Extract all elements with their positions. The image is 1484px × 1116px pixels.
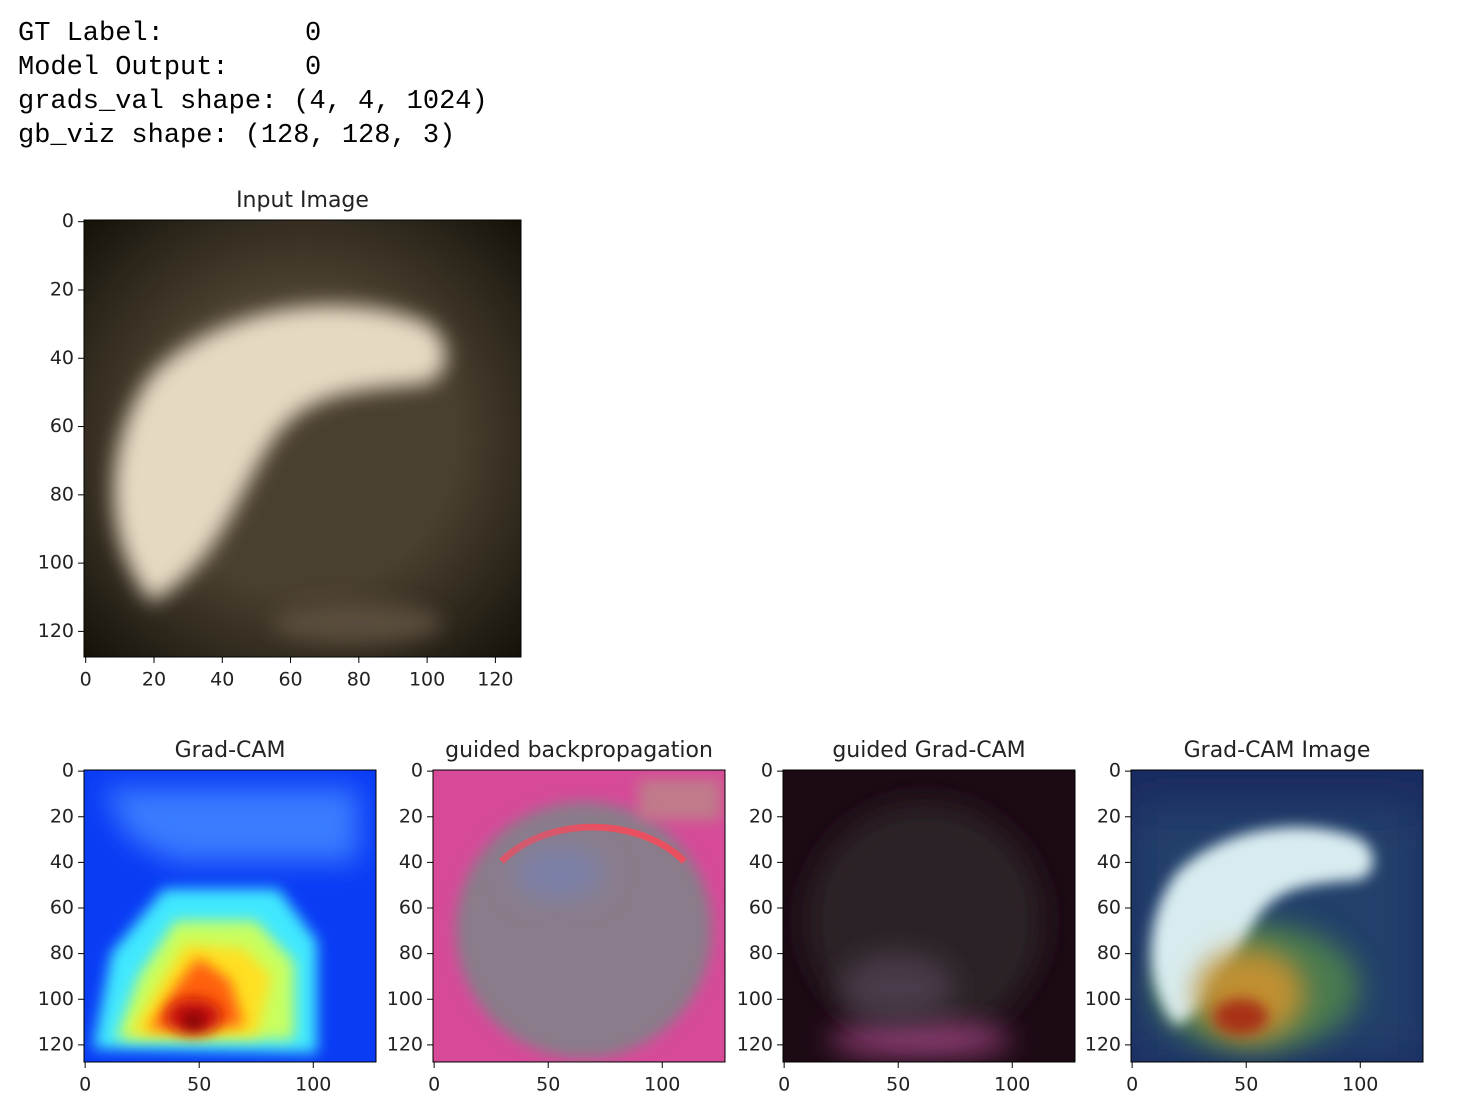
y-tick-label: 120 [737, 1033, 773, 1055]
y-tick-label: 60 [1097, 897, 1121, 919]
axes-frame [83, 219, 522, 658]
x-tick-label: 100 [295, 1074, 331, 1096]
y-tick-label: 120 [1085, 1033, 1121, 1055]
y-tick-label: 40 [399, 851, 423, 873]
axes-title: Grad-CAM Image [1184, 738, 1371, 763]
label: GT Label: [18, 19, 164, 49]
y-tick-label: 40 [50, 347, 74, 369]
x-tick-label: 50 [886, 1074, 910, 1096]
label: grads_val shape: [18, 87, 278, 117]
output-line: GT Label: 0 [18, 17, 321, 51]
x-tick-label: 0 [428, 1074, 440, 1096]
axes-frame [432, 769, 726, 1063]
guided-gradcam-image [783, 770, 1076, 1063]
axes-title: Input Image [236, 188, 369, 213]
x-tick-label: 80 [347, 669, 371, 691]
y-tick-label: 60 [749, 897, 773, 919]
x-tick-label: 0 [80, 669, 92, 691]
x-tick-label: 0 [778, 1074, 790, 1096]
gradcam-overlay-image [1131, 770, 1424, 1063]
value: 0 [305, 53, 322, 83]
y-tick-label: 100 [387, 988, 423, 1010]
y-tick-label: 20 [50, 805, 74, 827]
axes-frame [782, 769, 1076, 1063]
y-tick-label: 40 [50, 851, 74, 873]
y-tick-label: 120 [38, 1033, 74, 1055]
y-tick-label: 80 [399, 942, 423, 964]
guided-backprop-image [433, 770, 726, 1063]
x-tick-label: 100 [1342, 1074, 1378, 1096]
x-tick-label: 120 [477, 669, 513, 691]
y-tick-label: 60 [50, 415, 74, 437]
output-line: gb_viz shape: (128, 128, 3) [18, 119, 455, 153]
axes-title: Grad-CAM [175, 738, 286, 763]
x-tick-label: 20 [142, 669, 166, 691]
y-tick-label: 100 [737, 988, 773, 1010]
label: gb_viz shape: [18, 121, 229, 151]
x-tick-label: 50 [536, 1074, 560, 1096]
y-tick-label: 60 [399, 897, 423, 919]
x-tick-label: 100 [994, 1074, 1030, 1096]
x-tick-label: 0 [1126, 1074, 1138, 1096]
y-tick-label: 80 [50, 942, 74, 964]
y-tick-label: 120 [387, 1033, 423, 1055]
y-tick-label: 40 [749, 851, 773, 873]
x-tick-label: 40 [210, 669, 234, 691]
y-tick-label: 0 [62, 210, 74, 232]
y-tick-label: 100 [1085, 988, 1121, 1010]
axes-frame [83, 769, 377, 1063]
y-tick-label: 40 [1097, 851, 1121, 873]
y-tick-label: 20 [1097, 805, 1121, 827]
axes-title: guided Grad-CAM [832, 738, 1025, 763]
value: (4, 4, 1024) [293, 87, 488, 117]
axes-title: guided backpropagation [445, 738, 713, 763]
y-tick-label: 20 [749, 805, 773, 827]
x-tick-label: 0 [79, 1074, 91, 1096]
y-tick-label: 0 [761, 760, 773, 782]
value: (128, 128, 3) [244, 121, 456, 151]
y-tick-label: 80 [1097, 942, 1121, 964]
output-line: grads_val shape: (4, 4, 1024) [18, 85, 488, 119]
y-tick-label: 0 [62, 760, 74, 782]
axes-frame [1130, 769, 1424, 1063]
y-tick-label: 20 [399, 805, 423, 827]
y-tick-label: 80 [749, 942, 773, 964]
y-tick-label: 100 [38, 988, 74, 1010]
y-tick-label: 0 [1109, 760, 1121, 782]
x-tick-label: 60 [278, 669, 302, 691]
input-image [84, 220, 521, 657]
x-tick-label: 100 [409, 669, 445, 691]
label: Model Output: [18, 53, 229, 83]
x-tick-label: 50 [1234, 1074, 1258, 1096]
y-tick-label: 120 [38, 620, 74, 642]
y-tick-label: 100 [38, 552, 74, 574]
y-tick-label: 0 [411, 760, 423, 782]
gradcam-image [84, 770, 377, 1063]
output-line: Model Output: 0 [18, 51, 321, 85]
x-tick-label: 50 [187, 1074, 211, 1096]
value: 0 [305, 19, 322, 49]
y-tick-label: 60 [50, 897, 74, 919]
y-tick-label: 20 [50, 278, 74, 300]
y-tick-label: 80 [50, 483, 74, 505]
x-tick-label: 100 [644, 1074, 680, 1096]
